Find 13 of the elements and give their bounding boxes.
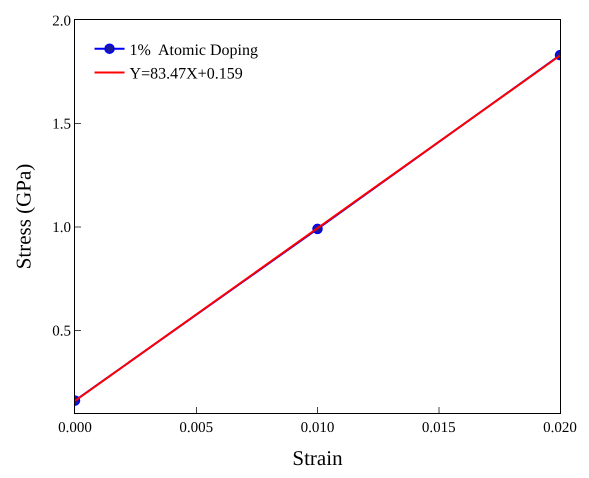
x-tick-label: 0.005 bbox=[179, 420, 214, 436]
legend-label: Y=83.47X+0.159 bbox=[130, 66, 243, 83]
x-tick-label: 0.010 bbox=[300, 420, 334, 436]
x-tick-label: 0.015 bbox=[422, 420, 456, 436]
x-axis-title: Strain bbox=[292, 446, 344, 470]
legend-label: 1% Atomic Doping bbox=[130, 42, 258, 59]
y-tick-label: 1.0 bbox=[52, 220, 71, 236]
x-tick-label: 0.020 bbox=[543, 420, 577, 436]
x-tick-label: 0.000 bbox=[58, 420, 92, 436]
y-tick-label: 1.5 bbox=[52, 116, 71, 133]
y-tick-label: 0.5 bbox=[52, 324, 71, 340]
y-tick-label: 2.0 bbox=[52, 13, 71, 30]
y-axis-title: Stress (GPa) bbox=[11, 164, 36, 270]
